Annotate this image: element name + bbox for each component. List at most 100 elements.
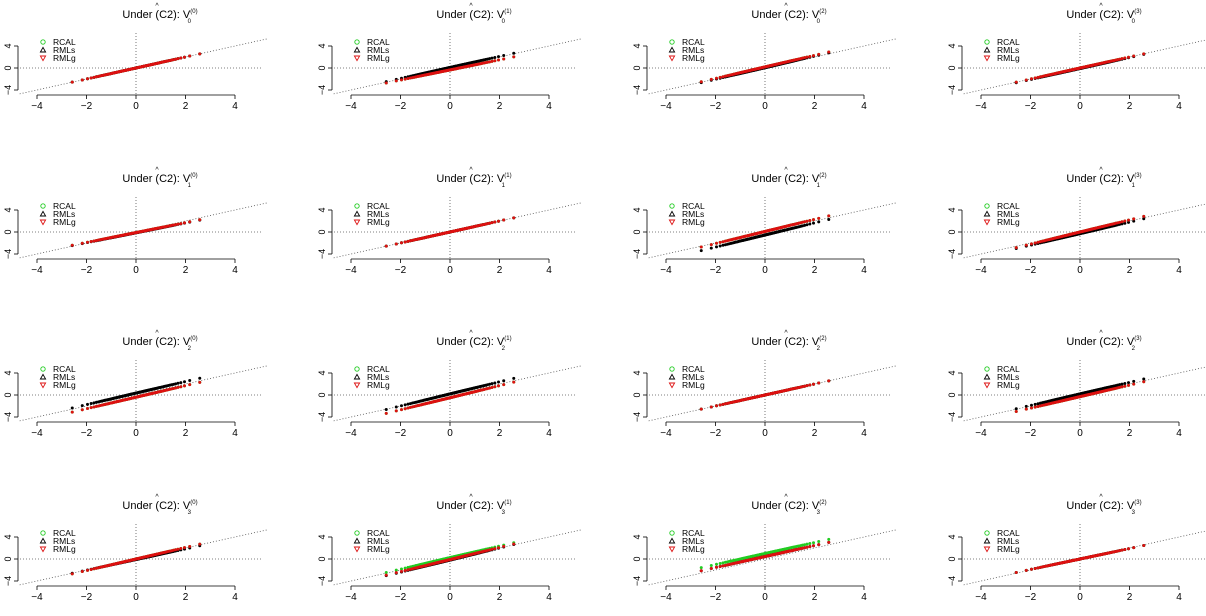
point-RMLg-98: [817, 52, 821, 56]
y-tick-label: −4: [317, 576, 327, 586]
legend-label: RCAL: [367, 37, 390, 47]
point-RMLs-4: [406, 402, 410, 406]
point-RCAL-4: [406, 565, 410, 569]
point-RMLg-2: [399, 408, 403, 412]
point-RMLg-4: [406, 239, 410, 243]
panel-r1-c2: Under (C2): V(2) 1^−4 −2 0 2 4−404 RCALRMLsRML…: [632, 167, 897, 276]
point-RMLg-2: [1029, 77, 1033, 81]
point-RMLs-94: [803, 223, 807, 227]
y-tick-label: 4: [632, 43, 642, 48]
point-RMLs-3: [1033, 402, 1037, 406]
point-RMLg-94: [1118, 57, 1122, 61]
x-axis: −4 −2 0 2 4: [31, 585, 238, 603]
point-RMLs-97: [183, 380, 187, 384]
x-tick-label: 2: [183, 592, 189, 603]
panel-title: Under (C2): V(2) 2: [751, 336, 826, 352]
legend-marker-triangle-down: [983, 382, 991, 389]
y-tick-label: 4: [947, 207, 957, 212]
x-tick-label: 4: [232, 265, 238, 276]
y-tick-label: 0: [947, 65, 957, 70]
point-RMLg-0: [699, 569, 703, 573]
point-RMLg-96: [179, 56, 183, 60]
point-RMLg-97: [812, 54, 816, 58]
y-axis: −404: [3, 370, 19, 422]
point-RMLg-2: [85, 77, 89, 81]
point-RMLg-97: [1127, 383, 1131, 387]
point-RMLs-2: [1029, 403, 1033, 407]
point-RMLs-3: [89, 402, 93, 406]
point-RMLs-4: [721, 243, 725, 247]
x-axis: −4 −2 0 2 4: [345, 94, 552, 112]
y-tick-label: 4: [317, 370, 327, 375]
y-tick-label: −4: [632, 249, 642, 259]
point-RMLs-98: [1132, 219, 1136, 223]
y-tick-label: 0: [632, 229, 642, 234]
legend-marker-circle: [40, 39, 46, 45]
x-tick-label: 0: [1077, 428, 1083, 439]
point-RMLg-3: [89, 240, 93, 244]
point-RMLg-4: [1036, 75, 1040, 79]
point-RMLs-1: [709, 246, 713, 250]
point-RMLs-99: [827, 217, 831, 221]
x-axis: −4 −2 0 2 4: [345, 258, 552, 276]
point-RCAL-2: [714, 562, 718, 566]
point-RMLg-0: [384, 244, 388, 248]
series-RMLg: [1014, 214, 1146, 250]
point-RMLg-94: [803, 384, 807, 388]
point-RMLg-0: [1014, 410, 1018, 414]
hat-mark: ^: [155, 330, 159, 337]
series-RMLs: [1014, 377, 1146, 411]
x-tick-label: −2: [710, 101, 722, 112]
panel-r1-c3: Under (C2): V(3) 1^−4 −2 0 2 4−404 RCALRMLsRML…: [947, 167, 1206, 276]
point-RMLg-1: [394, 242, 398, 246]
point-RMLg-0: [70, 243, 74, 247]
legend-label: RCAL: [53, 37, 76, 47]
x-tick-label: 4: [861, 428, 867, 439]
point-RMLg-1: [80, 241, 84, 245]
point-RMLs-97: [1127, 220, 1131, 224]
legend-marker-triangle-down: [668, 219, 676, 226]
legend-label: RMLs: [997, 209, 1019, 219]
x-tick-label: 2: [812, 428, 818, 439]
point-RMLg-99: [512, 542, 516, 546]
point-RMLg-94: [488, 548, 492, 552]
y-tick-label: −4: [3, 576, 13, 586]
x-tick-label: −4: [975, 265, 987, 276]
hat-mark: ^: [784, 330, 788, 337]
x-axis: −4 −2 0 2 4: [660, 258, 867, 276]
point-RMLg-0: [384, 411, 388, 415]
point-RMLg-4: [1036, 404, 1040, 408]
point-RMLs-94: [174, 382, 178, 386]
point-RMLg-98: [817, 216, 821, 220]
series-RMLs: [384, 376, 516, 411]
point-RMLs-4: [92, 401, 96, 405]
point-RMLs-95: [805, 223, 809, 227]
x-tick-label: 0: [133, 428, 139, 439]
y-tick-label: −4: [947, 412, 957, 422]
x-tick-label: 0: [1077, 265, 1083, 276]
legend-marker-triangle-up: [353, 210, 361, 217]
point-RMLs-3: [403, 403, 407, 407]
hat-mark: ^: [155, 494, 159, 501]
legend-marker-circle: [354, 203, 360, 209]
x-tick-label: 4: [232, 101, 238, 112]
point-RMLs-4: [1036, 402, 1040, 406]
legend-label: RMLg: [367, 217, 390, 227]
point-RMLg-98: [1132, 217, 1136, 221]
point-RMLg-97: [497, 384, 501, 388]
panel-r2-c2: Under (C2): V(2) 2^−4 −2 0 2 4−404 RCALRMLsRML…: [632, 330, 897, 439]
series-RMLg: [384, 380, 516, 415]
point-RMLg-94: [174, 57, 178, 61]
x-tick-label: −2: [81, 101, 93, 112]
point-RMLg-3: [403, 569, 407, 573]
x-tick-label: 0: [1077, 101, 1083, 112]
point-RMLg-98: [188, 544, 192, 548]
x-tick-label: −2: [1025, 101, 1037, 112]
point-RMLg-3: [89, 406, 93, 410]
point-RMLg-97: [183, 384, 187, 388]
legend-marker-triangle-up: [39, 373, 47, 380]
point-RMLs-0: [699, 249, 703, 253]
